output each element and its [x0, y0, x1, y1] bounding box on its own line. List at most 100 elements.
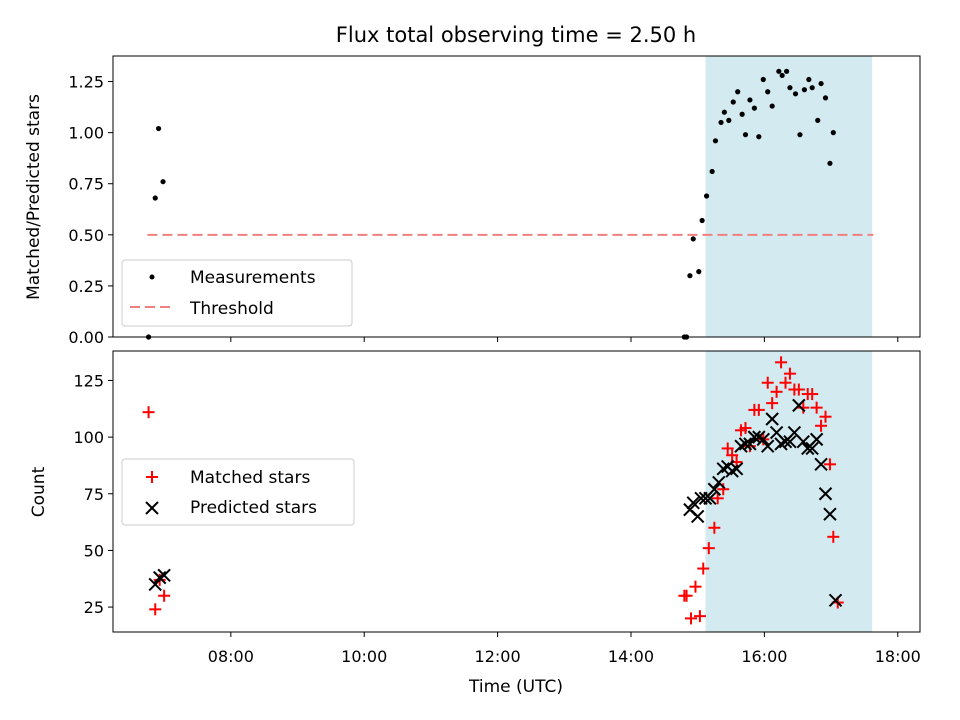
measurement-point: [806, 76, 812, 83]
measurement-point: [703, 193, 710, 199]
top-y-tick-label: 0.25: [68, 277, 104, 296]
measurement-point: [797, 132, 803, 138]
matched-star-point: [806, 388, 819, 401]
measurement-point: [696, 269, 702, 275]
bottom-y-tick-label: 100: [73, 428, 104, 447]
measurement-point: [730, 99, 736, 105]
matched-star-point: [693, 610, 706, 623]
matched-star-point: [708, 521, 721, 534]
predicted-star-point: [157, 568, 171, 583]
x-tick-label: 14:00: [608, 647, 654, 666]
measurement-point: [712, 138, 719, 144]
measurement-point: [747, 97, 753, 103]
measurement-point: [742, 132, 749, 138]
matched-star-point: [739, 422, 752, 435]
top-y-tick-label: 0.00: [68, 328, 104, 347]
bottom-y-tick-label: 75: [84, 485, 104, 504]
predicted-star-point: [814, 457, 828, 472]
predicted-star-point: [823, 507, 837, 521]
top-y-axis: 0.00 0.25 0.50 0.75 1.00 1.25: [68, 73, 113, 347]
predicted-star-point: [738, 437, 753, 451]
measurement-point: [160, 179, 166, 185]
matched-star-point: [783, 367, 796, 380]
x-tick-label: 10:00: [341, 647, 387, 666]
predicted-star-point: [818, 487, 833, 501]
measurement-point: [687, 273, 693, 279]
predicted-star-point: [729, 462, 744, 476]
matched-star-point: [770, 385, 783, 398]
matched-star-point: [827, 530, 840, 543]
top-y-tick-label: 1.25: [68, 73, 104, 92]
legend-predicted-label: Predicted stars: [190, 498, 317, 518]
bottom-plot-frame: [112, 350, 921, 633]
measurement-point: [739, 111, 745, 117]
top-y-axis-label: Matched/Predicted stars: [24, 94, 44, 300]
predicted-star-point: [783, 434, 797, 449]
matched-star-point: [810, 401, 823, 414]
measurement-point: [818, 80, 824, 87]
top-plot-frame: [112, 55, 921, 338]
legend-threshold-label: Threshold: [189, 299, 274, 319]
predicted-star-point: [743, 437, 757, 451]
predicted-star-point: [792, 398, 806, 413]
matched-star-point: [717, 483, 730, 496]
matched-star-point: [823, 458, 836, 471]
predicted-star-point: [809, 432, 824, 447]
top-legend: Measurements Threshold: [121, 259, 353, 327]
measurement-point: [718, 119, 724, 126]
top-highlight-span: [705, 56, 873, 337]
measurement-point: [801, 87, 807, 93]
matched-star-point: [721, 442, 734, 455]
matched-star-point: [711, 492, 724, 505]
legend-measurements-marker: [149, 274, 155, 280]
x-tick-label: 12:00: [475, 647, 521, 666]
predicted-star-point: [690, 509, 705, 524]
matched-star-point: [766, 397, 779, 410]
x-tick-label: 18:00: [875, 647, 921, 666]
measurement-point: [765, 89, 771, 95]
bottom-y-tick-label: 50: [84, 541, 104, 560]
matched-star-point: [761, 376, 774, 389]
matched-star-point: [815, 419, 828, 432]
legend-measurements-label: Measurements: [190, 268, 316, 288]
x-tick-label: 16:00: [741, 647, 787, 666]
measurement-point: [822, 95, 829, 101]
legend-predicted-marker: [145, 501, 159, 515]
predicted-star-point: [805, 441, 819, 456]
measurement-point: [792, 91, 799, 97]
bottom-highlight-span: [705, 351, 873, 632]
measurement-point: [690, 236, 696, 242]
matched-star-point: [689, 580, 702, 593]
matched-star-point: [726, 449, 739, 462]
measurement-point: [815, 117, 821, 123]
matched-star-point: [775, 356, 788, 369]
measurement-point: [809, 85, 815, 91]
bottom-panel: 25 50 75 100 125 08:00 10:00 12:00 14:00 16:00 18…: [29, 350, 921, 697]
measurement-point: [735, 89, 741, 95]
measurement-point: [155, 125, 162, 132]
predicted-star-point: [707, 482, 722, 496]
predicted-star-point: [761, 439, 775, 453]
legend-matched-label: Matched stars: [190, 468, 310, 488]
measurement-point: [709, 168, 715, 175]
bottom-x-axis: 08:00 10:00 12:00 14:00 16:00 18:00: [208, 632, 921, 666]
predicted-star-point: [703, 491, 717, 506]
chart-title: Flux total observing time = 2.50 h: [336, 23, 696, 47]
bottom-y-axis-label: Count: [29, 466, 49, 517]
measurement-point: [827, 160, 833, 166]
matched-star-point: [158, 589, 171, 602]
bottom-points: [142, 356, 844, 625]
top-y-tick-label: 0.50: [68, 226, 104, 245]
bottom-y-axis: 25 50 75 100 125: [73, 371, 113, 617]
predicted-star-point: [828, 593, 843, 607]
measurement-point: [751, 105, 757, 111]
measurement-point: [779, 72, 785, 79]
measurement-point: [787, 85, 793, 91]
matched-star-point: [142, 406, 155, 419]
bottom-y-tick-label: 25: [84, 598, 104, 617]
measurement-point: [769, 103, 775, 109]
measurement-point: [776, 68, 782, 74]
matched-star-point: [685, 612, 698, 625]
matched-star-point: [779, 376, 792, 389]
